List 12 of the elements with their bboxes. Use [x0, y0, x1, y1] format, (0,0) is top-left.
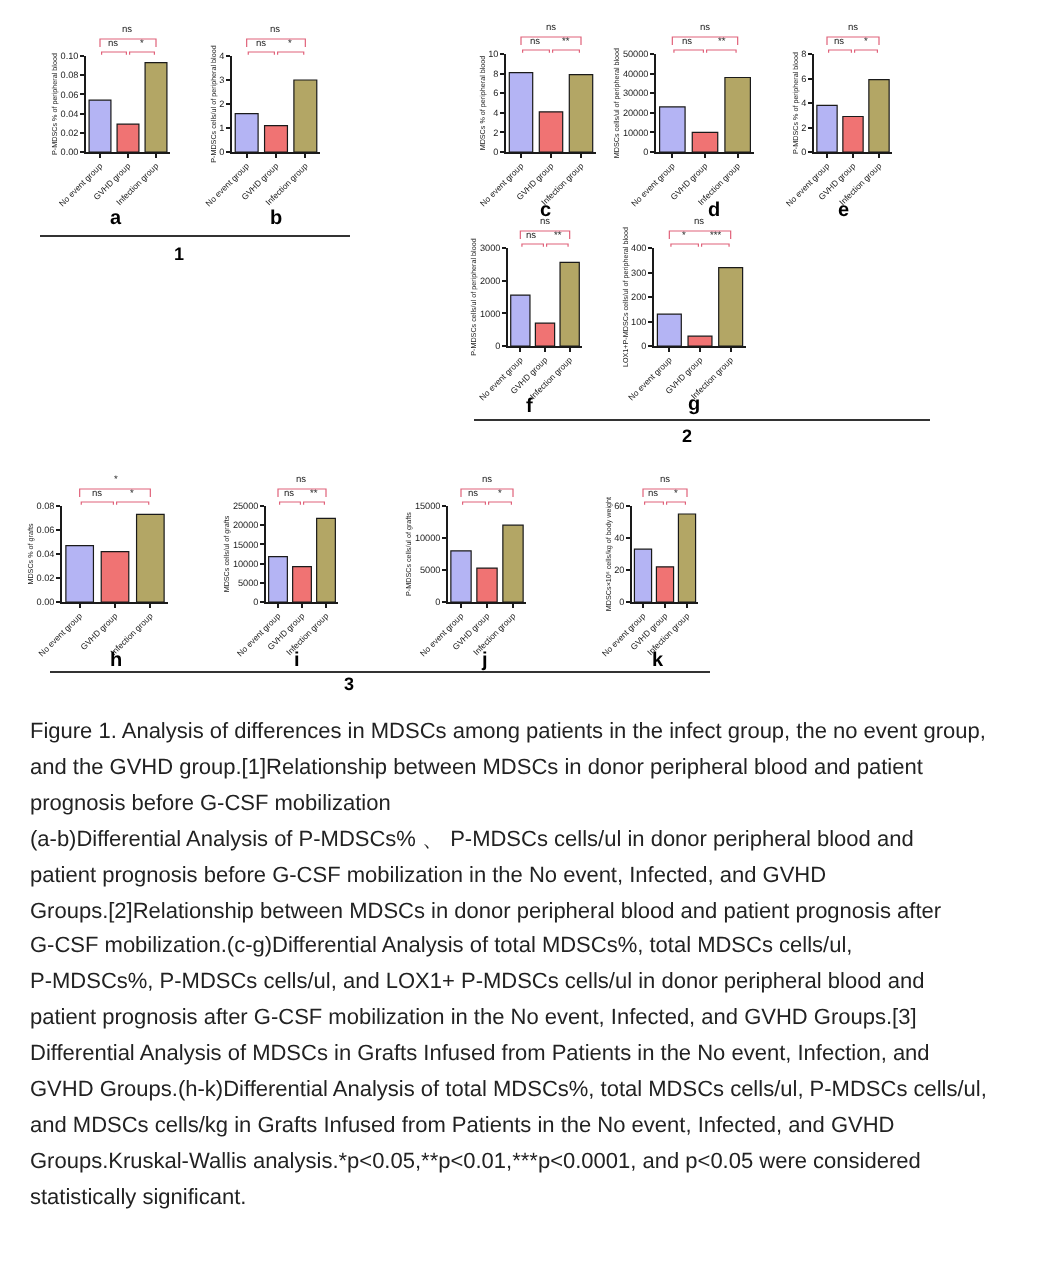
x-axis-title: a [110, 208, 122, 230]
x-axis-title: i [294, 650, 300, 672]
text: Figure 1. Analysis of differences in MDSCs among patients in the infect group, the no event group, and the GVHD group.[1]Relationship between MDSCs in donor peripheral blood and patient prognosis before G-CSF mobilization (a-b)Differential Analysis of P-MDSCs% 、 P-MDSCs cells/ul in donor peripheral blood and patient prognosis before G-CSF mobilization in the No event, Infected, and GVHD Groups.[2]Relationship between MDSCs in donor peripheral blood and patient prognosis after G-CSF mobilization.(c-g)Differential Analysis of total MDSCs%, total MDSCs cells/ul, P-MDSCs%, P-MDSCs cells/ul, and LOX1+ P-MDSCs cells/ul in donor peripheral blood and patient prognosis after G-CSF mobilization in the No event, Infected, and GVHD Groups.[3] Differential Analysis of MDSCs in Grafts Infused from Patients in the No event, Infection, and GVHD Groups.(h-k)Differential Analysis of total MDSCs%, total MDSCs cells/ul, P-MDSCs cells/ul, and MDSCs cells/kg in Grafts Infused from Patients in the No event, Infected, and GVHD Groups.Kruskal-Wallis analysis.*p<0.05,**p<0.01,***p<0.0001, and p<0.05 were considered statistically significant. [30, 720, 987, 1210]
x-axis-title: h [110, 650, 123, 672]
text: 2 [682, 426, 693, 446]
text: 1 [174, 244, 185, 264]
x-axis-title: b [270, 208, 283, 230]
x-axis-title: j [480, 650, 488, 672]
x-axis-title: d [708, 200, 721, 222]
x-axis-title: f [526, 396, 534, 418]
x-axis-title: k [652, 650, 664, 672]
text: 3 [344, 674, 355, 694]
